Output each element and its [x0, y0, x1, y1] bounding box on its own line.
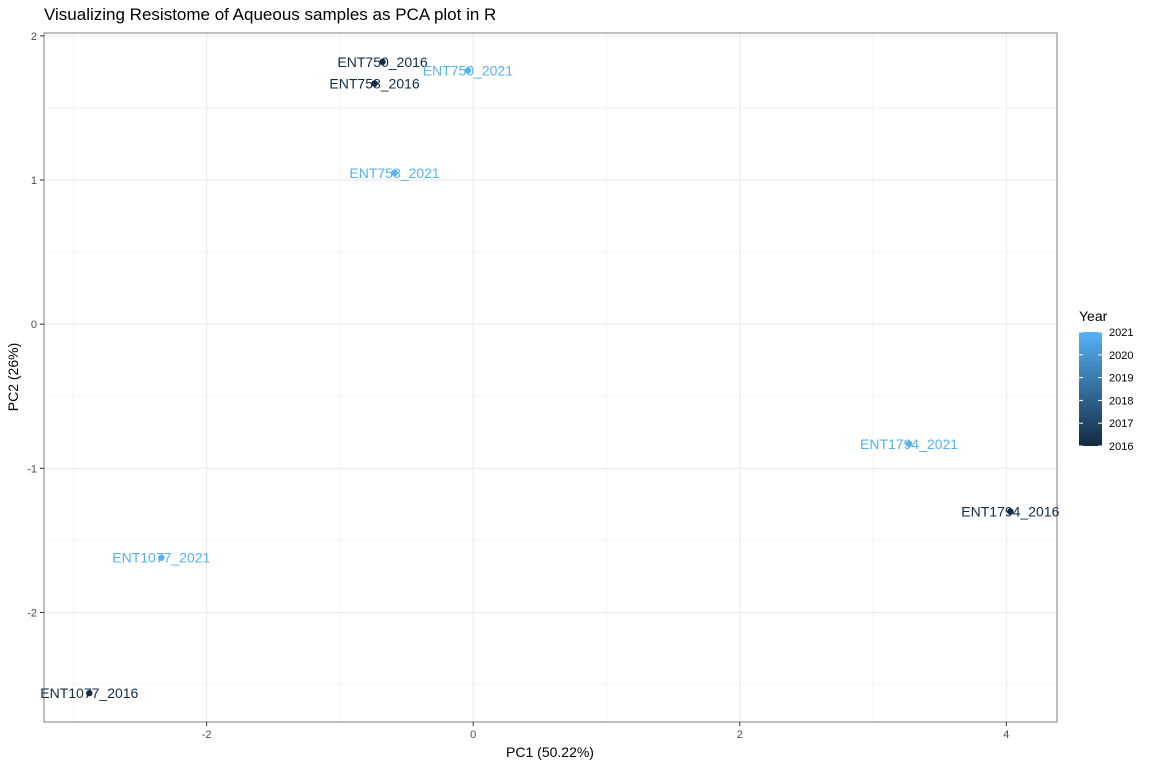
data-point	[86, 689, 93, 697]
y-axis-title: PC2 (26%)	[5, 343, 21, 411]
data-point	[158, 554, 165, 561]
y-tick-label: 1	[31, 175, 37, 187]
legend-ticks: 2021 2020 2019 2018 2017 2016	[1079, 327, 1133, 453]
grid-lines	[44, 33, 1057, 722]
point-label: ENT1077_2016	[40, 685, 138, 701]
legend-colorbar	[1079, 332, 1102, 446]
data-point	[391, 169, 398, 177]
legend-break-label: 2018	[1109, 395, 1133, 407]
legend: Year 2021 2020 2019 2018 2017 2016	[1079, 308, 1133, 453]
axis-ticks: -2 0 2 4 -2 -1 0 1 2	[27, 31, 1009, 741]
point-label: ENT750_2021	[423, 62, 514, 78]
data-point	[1007, 508, 1014, 515]
data-point	[379, 58, 386, 66]
point-label: ENT1794_2021	[860, 436, 958, 452]
point-label: ENT758_2016	[329, 75, 420, 91]
data-point	[371, 80, 378, 87]
point-label: ENT758_2021	[349, 165, 440, 181]
legend-break-label: 2019	[1109, 373, 1133, 385]
legend-break-label: 2017	[1109, 418, 1133, 430]
x-tick-label: 0	[470, 729, 476, 741]
legend-break-label: 2016	[1109, 441, 1133, 453]
y-tick-label: 0	[31, 319, 37, 331]
x-tick-label: -2	[202, 729, 212, 741]
x-axis-title: PC1 (50.22%)	[506, 744, 594, 760]
point-label: ENT1077_2021	[112, 550, 210, 566]
x-tick-label: 4	[1003, 729, 1009, 741]
data-point	[905, 440, 913, 448]
legend-break-label: 2020	[1109, 350, 1133, 362]
point-label: ENT750_2016	[337, 54, 428, 70]
x-tick-label: 2	[737, 729, 743, 741]
y-tick-label: -2	[27, 607, 37, 619]
data-points	[86, 58, 1014, 697]
y-tick-label: -1	[27, 463, 37, 475]
plot-border	[43, 32, 1058, 723]
data-point	[464, 67, 472, 74]
y-tick-label: 2	[31, 31, 37, 43]
plot-panel	[44, 33, 1057, 722]
legend-break-label: 2021	[1109, 327, 1133, 339]
chart-title: Visualizing Resistome of Aqueous samples…	[44, 5, 496, 24]
point-label: ENT1794_2016	[961, 504, 1059, 520]
legend-title: Year	[1079, 308, 1108, 324]
